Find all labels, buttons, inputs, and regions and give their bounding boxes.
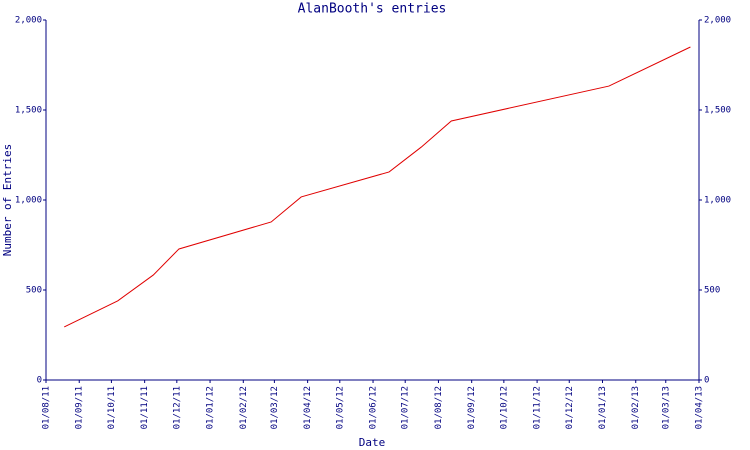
- x-tick-label: 01/01/13: [598, 386, 608, 429]
- y2-tick-label: 500: [704, 286, 720, 296]
- y-tick-label: 500: [26, 286, 42, 296]
- x-tick-label: 01/03/13: [661, 386, 671, 429]
- x-tick-label: 01/11/12: [533, 386, 543, 429]
- x-tick-label: 01/02/12: [239, 386, 249, 429]
- y2-tick-label: 1,500: [704, 106, 731, 116]
- x-axis-title: Date: [359, 436, 386, 449]
- y-tick-label: 2,000: [15, 16, 42, 26]
- chart-title: AlanBooth's entries: [298, 2, 447, 17]
- y-axis-title: Number of Entries: [1, 144, 14, 257]
- x-tick-label: 01/06/12: [369, 386, 379, 429]
- x-tick-label: 01/08/11: [42, 386, 52, 429]
- x-tick-label: 01/12/11: [172, 386, 182, 429]
- y2-tick-label: 0: [704, 376, 709, 386]
- x-tick-label: 01/05/12: [335, 386, 345, 429]
- data-line: [64, 46, 691, 328]
- x-tick-label: 01/04/13: [695, 386, 705, 429]
- x-tick-label: 01/10/12: [499, 386, 509, 429]
- x-tick-label: 01/11/11: [140, 386, 150, 429]
- x-tick-label: 01/09/12: [467, 386, 477, 429]
- x-tick-label: 01/10/11: [107, 386, 117, 429]
- y-tick-label: 1,000: [15, 196, 42, 206]
- y2-tick-label: 1,000: [704, 196, 731, 206]
- y2-tick-label: 2,000: [704, 16, 731, 26]
- y-tick-label: 1,500: [15, 106, 42, 116]
- x-tick-label: 01/03/12: [270, 386, 280, 429]
- x-tick-label: 01/02/13: [631, 386, 641, 429]
- x-tick-label: 01/07/12: [401, 386, 411, 429]
- x-tick-label: 01/12/12: [565, 386, 575, 429]
- y-tick-label: 0: [37, 376, 42, 386]
- x-tick-label: 01/08/12: [434, 386, 444, 429]
- x-tick-label: 01/01/12: [206, 386, 216, 429]
- x-tick-label: 01/09/11: [75, 386, 85, 429]
- x-tick-label: 01/04/12: [303, 386, 313, 429]
